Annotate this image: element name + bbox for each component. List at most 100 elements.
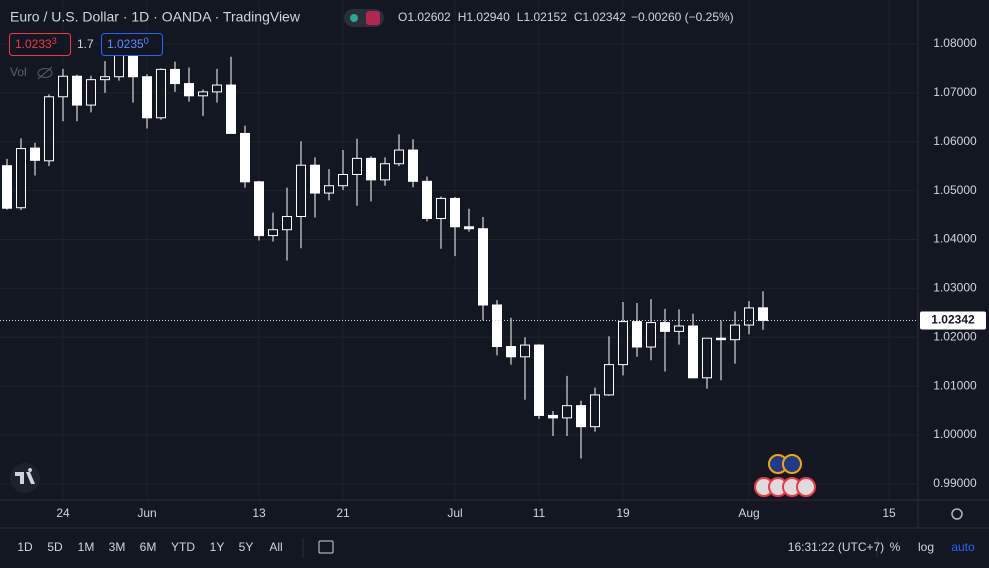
candle-body: [254, 181, 264, 237]
volume-label: Vol: [10, 65, 27, 79]
y-tick-label: 1.01000: [933, 378, 977, 392]
candle-body: [450, 197, 460, 228]
x-tick-label: 15: [882, 506, 896, 520]
buy-pip: 0: [144, 36, 149, 46]
sell-pip: 3: [52, 36, 57, 46]
sell-button[interactable]: 1.02333: [9, 33, 71, 56]
buy-button[interactable]: 1.02350: [101, 33, 163, 56]
range-button[interactable]: 1D: [17, 540, 33, 554]
candle-body: [422, 180, 432, 219]
candle-body: [506, 346, 516, 358]
ohlc-key: O: [398, 10, 407, 24]
y-tick-label: 0.99000: [933, 476, 977, 490]
y-tick-label: 1.08000: [933, 36, 977, 50]
candle-body: [520, 344, 530, 358]
logo-mark: [15, 468, 35, 484]
candle-body: [660, 322, 670, 332]
status-dot: [350, 14, 358, 22]
candle-body: [366, 157, 376, 181]
buy-price: 1.02350: [107, 36, 149, 51]
tradingview-logo[interactable]: [10, 463, 40, 493]
range-button[interactable]: 5Y: [239, 540, 254, 554]
hide-volume-icon[interactable]: [37, 66, 53, 80]
candle-body: [758, 307, 768, 322]
settings-button[interactable]: [951, 508, 963, 520]
candle-body: [744, 307, 754, 326]
candle-body: [702, 337, 712, 379]
range-button[interactable]: 5D: [47, 540, 63, 554]
x-tick-label: 11: [533, 506, 546, 520]
scale-option[interactable]: log: [918, 540, 934, 554]
candle-body: [352, 157, 362, 175]
range-button[interactable]: 1Y: [210, 540, 225, 554]
candle-body: [142, 76, 152, 119]
toolbar: 1D 5D 1M 3M 6M YTD 1Y 5Y All% log auto: [17, 540, 975, 554]
x-tick-label: 13: [252, 506, 266, 520]
candle-body: [72, 75, 82, 106]
range-button[interactable]: YTD: [171, 540, 195, 554]
candle-body: [548, 414, 558, 419]
candle-body: [576, 405, 586, 428]
candle-body: [212, 84, 222, 93]
candle-body: [100, 76, 110, 81]
y-tick-label: 1.03000: [933, 281, 977, 295]
last-price-label: 1.02342: [931, 313, 975, 327]
candle-body: [632, 321, 642, 348]
eye-slash: [37, 66, 53, 80]
market-status[interactable]: [344, 9, 384, 27]
ohlc-key: C: [574, 10, 583, 24]
candles: [0, 50, 918, 459]
ohlc-legend: O1.02602 H1.02940 L1.02152 C1.02342 −0.00260…: [398, 10, 734, 24]
candle-body: [170, 68, 180, 85]
x-tick-label: 19: [616, 506, 630, 520]
range-button[interactable]: 1M: [78, 540, 95, 554]
candle-body: [464, 226, 474, 230]
candle-body: [58, 75, 68, 98]
candle-body: [394, 149, 404, 165]
y-tick-label: 1.05000: [933, 183, 977, 197]
candle-body: [86, 79, 96, 106]
candle-body: [408, 149, 418, 182]
candle-body: [324, 185, 334, 194]
candle-body: [674, 325, 684, 332]
ohlc-key: L: [517, 10, 524, 24]
candle-body: [184, 83, 194, 97]
candle-body: [338, 173, 348, 187]
symbol-title: Euro / U.S. Dollar · 1D · OANDA · Tradin…: [10, 9, 301, 25]
ohlc-values: O1.02602 H1.02940 L1.02152 C1.02342 −0.00260…: [398, 10, 734, 24]
sell-box: [9, 33, 71, 56]
buy-box: [101, 33, 163, 56]
candle-body: [16, 148, 26, 209]
scale-option[interactable]: %: [890, 540, 901, 554]
candle-body: [730, 324, 740, 341]
change: −0.00260 (−0.25%): [631, 10, 734, 24]
eye: [37, 68, 53, 78]
ohlc-value: 1.02342: [583, 10, 627, 24]
scale-option[interactable]: auto: [951, 540, 975, 554]
eu-event: [782, 454, 802, 474]
last-price-box: [920, 311, 986, 330]
y-tick-label: 1.06000: [933, 134, 977, 148]
candle-body: [618, 321, 628, 366]
range-button[interactable]: 6M: [140, 540, 157, 554]
ohlc-value: 1.02152: [523, 10, 567, 24]
candle-body: [604, 364, 614, 396]
x-tick-label: Aug: [738, 506, 759, 520]
candle-body: [226, 84, 236, 134]
gear: [951, 508, 963, 520]
calendar-icon: [318, 540, 334, 554]
candle-body: [128, 53, 138, 78]
x-tick-label: Jul: [447, 506, 462, 520]
us-event: [796, 477, 816, 497]
x-tick-label: 21: [336, 506, 350, 520]
date-range-button[interactable]: [318, 540, 334, 554]
event-icons[interactable]: [754, 454, 816, 497]
candle-body: [310, 164, 320, 194]
range-button[interactable]: 3M: [109, 540, 126, 554]
range-button[interactable]: All: [269, 540, 282, 554]
candle-body: [380, 163, 390, 181]
x-tick-label: 24: [56, 506, 70, 520]
candle-body: [44, 96, 54, 162]
candle-body: [590, 394, 600, 428]
